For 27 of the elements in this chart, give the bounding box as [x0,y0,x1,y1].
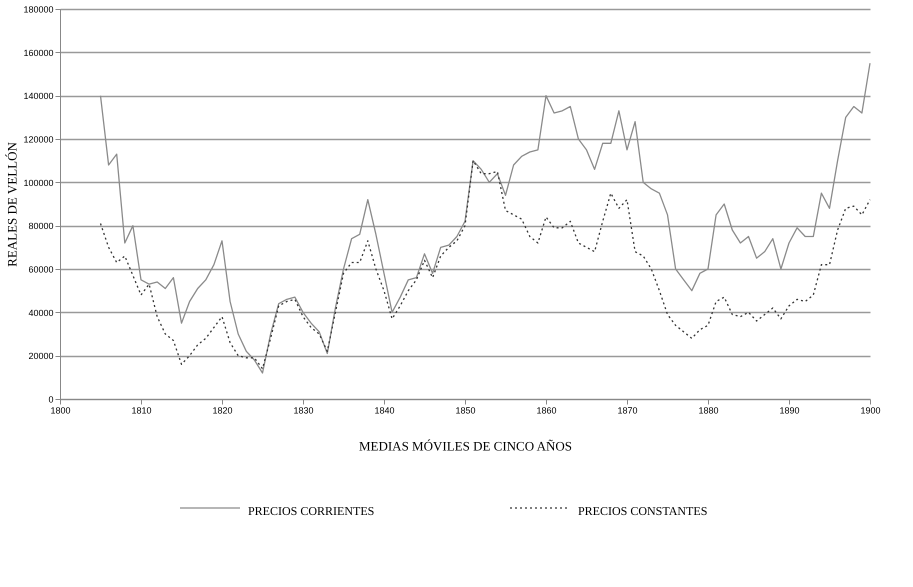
y-tick-label: 80000 [28,221,54,232]
y-tick-label: 180000 [23,4,54,14]
x-tick-label: 1820 [212,406,233,416]
x-tick-label: 1890 [779,406,800,416]
x-tick-label: 1900 [860,406,881,416]
y-tick-label: 120000 [23,134,54,144]
x-tick-label: 1830 [293,406,314,416]
y-tick-label: 40000 [28,308,54,318]
legend-label: PRECIOS CONSTANTES [578,504,708,518]
line-series [100,160,871,370]
x-tick-label: 1870 [617,406,638,416]
y-tick-label: 60000 [28,264,54,274]
line-series [100,62,871,374]
x-tick-label: 1880 [698,406,719,416]
y-tick-label: 100000 [23,178,54,188]
y-tick-label: 20000 [28,351,54,362]
x-tick-label: 1850 [455,406,476,416]
y-axis-title: REALES DE VELLÓN [4,142,20,267]
x-tick-label: 1800 [50,406,71,416]
y-tick-label: 0 [48,394,54,404]
y-tick-label: 160000 [23,48,54,58]
x-tick-label: 1840 [374,406,395,416]
x-tick-label: 1810 [131,406,152,416]
y-tick-label: 140000 [23,91,54,102]
x-axis-title: MEDIAS MÓVILES DE CINCO AÑOS [358,438,572,454]
legend-label: PRECIOS CORRIENTES [248,504,374,518]
x-tick-label: 1860 [536,406,557,416]
